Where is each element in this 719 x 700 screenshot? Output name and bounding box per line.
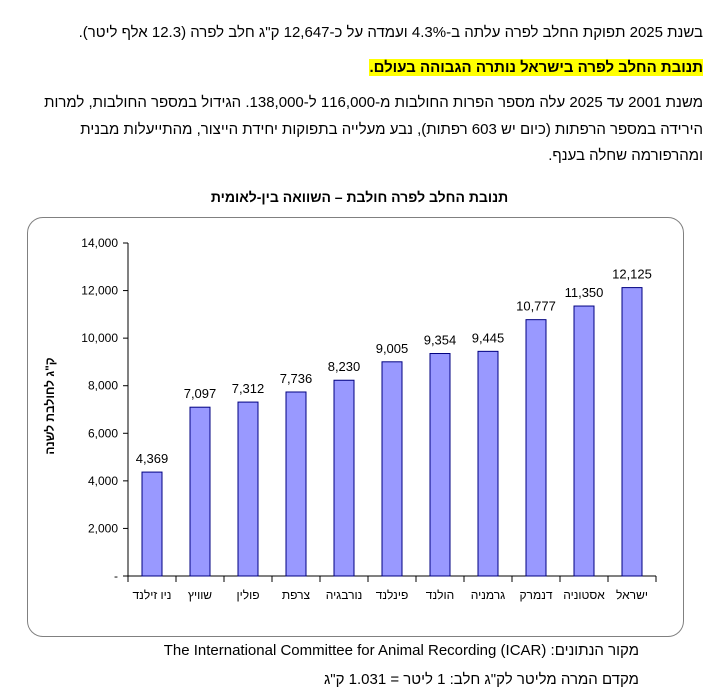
y-axis-label: ק"ג לחולבת לשנה: [43, 357, 57, 454]
source-organization: The International Committee for Animal R…: [163, 642, 547, 659]
bar: [381, 361, 403, 577]
source-label: מקור הנתונים:: [550, 642, 639, 659]
data-source: מקור הנתונים: The International Committe…: [164, 642, 639, 659]
category-label: פולין: [236, 588, 259, 602]
y-tick-label: 8,000: [88, 379, 118, 393]
highlight-sentence: תנובת החלב לפרה בישראל נותרה הגבוהה בעול…: [30, 55, 703, 81]
category-label: גרמניה: [471, 588, 506, 602]
category-label: אסטוניה: [563, 588, 605, 602]
data-label: 4,369: [136, 451, 169, 466]
bar: [621, 287, 643, 577]
intro-paragraph: בשנת 2025 תפוקת החלב לפרה עלתה ב-4.3% וע…: [78, 24, 703, 41]
chart-frame: - 2,000 4,000 6,000 8,000 10,000 12,000 14,000 4…: [27, 217, 684, 637]
data-label: 10,777: [516, 299, 556, 314]
bar: [141, 471, 163, 577]
category-label: צרפת: [282, 588, 311, 602]
data-label: 7,097: [184, 386, 217, 401]
data-label: 9,354: [424, 333, 457, 348]
y-tick-label: 14,000: [81, 236, 118, 250]
bar: [429, 353, 451, 577]
bar: [573, 305, 595, 577]
bar: [237, 401, 259, 577]
bar: [189, 406, 211, 577]
bar-chart: - 2,000 4,000 6,000 8,000 10,000 12,000 14,000 4…: [43, 236, 657, 602]
conversion-note: מקדם המרה מליטר לק"ג חלב: 1 ליטר = 1.031…: [323, 671, 639, 688]
highlight-text: תנובת החלב לפרה בישראל נותרה הגבוהה בעול…: [369, 59, 703, 76]
data-label: 9,445: [472, 330, 505, 345]
category-label: הולנד: [426, 588, 454, 602]
data-label: 7,736: [280, 371, 313, 386]
body-paragraph: משנת 2001 עד 2025 עלה מספר הפרות החולבות…: [44, 94, 703, 164]
category-label: דנמרק: [519, 588, 552, 602]
y-tick-label: 4,000: [88, 474, 118, 488]
y-tick-label: 10,000: [81, 331, 118, 345]
data-label: 12,125: [612, 267, 652, 282]
y-tick-label: 2,000: [88, 521, 118, 535]
bar: [525, 319, 547, 577]
y-tick-label: 12,000: [81, 284, 118, 298]
data-label: 9,005: [376, 341, 409, 356]
y-tick-label: -: [114, 569, 118, 583]
category-label: שוויץ: [188, 588, 212, 602]
category-label: פינלנד: [376, 588, 409, 602]
bar: [333, 379, 355, 577]
data-label: 7,312: [232, 381, 265, 396]
category-label: נורבגיה: [326, 588, 363, 602]
y-tick-label: 6,000: [88, 426, 118, 440]
data-label: 11,350: [565, 285, 604, 300]
chart-title: תנובת החלב לפרה חולבת – השוואה בין-לאומי…: [210, 189, 509, 205]
data-label: 8,230: [328, 359, 361, 374]
bar: [285, 391, 307, 577]
category-label: ישראל: [616, 588, 648, 602]
category-label: ניו זילנד: [133, 588, 172, 602]
bar: [477, 350, 499, 577]
